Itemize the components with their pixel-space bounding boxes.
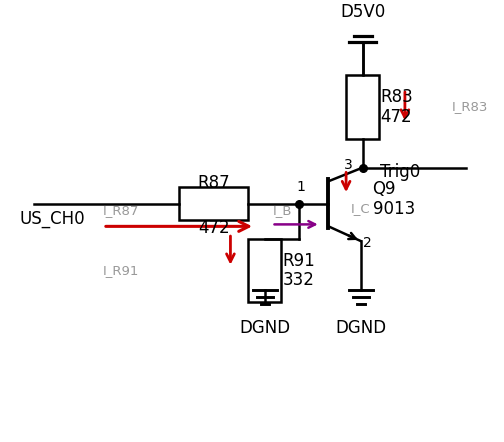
Text: 3: 3 — [344, 158, 353, 171]
Text: I_R91: I_R91 — [103, 264, 140, 277]
Bar — [179, 187, 248, 221]
Text: R83: R83 — [381, 88, 413, 106]
Text: R91: R91 — [282, 251, 315, 270]
Text: Trig0: Trig0 — [381, 164, 421, 182]
Bar — [346, 75, 380, 139]
Text: I_R83: I_R83 — [452, 100, 488, 113]
Text: Q9: Q9 — [372, 180, 396, 198]
Text: 472: 472 — [198, 218, 230, 236]
Bar — [248, 239, 281, 302]
Text: I_R87: I_R87 — [103, 204, 140, 217]
Text: DGND: DGND — [239, 320, 290, 338]
Text: DGND: DGND — [335, 320, 387, 338]
Text: R87: R87 — [198, 174, 230, 192]
Text: 472: 472 — [381, 107, 412, 126]
Text: US_CH0: US_CH0 — [20, 210, 85, 228]
Text: 2: 2 — [363, 236, 372, 250]
Text: 1: 1 — [296, 180, 305, 194]
Text: 332: 332 — [282, 271, 314, 289]
Text: 9013: 9013 — [372, 200, 415, 218]
Text: D5V0: D5V0 — [340, 3, 386, 20]
Text: I_B: I_B — [273, 204, 292, 217]
Text: I_C: I_C — [351, 202, 370, 215]
